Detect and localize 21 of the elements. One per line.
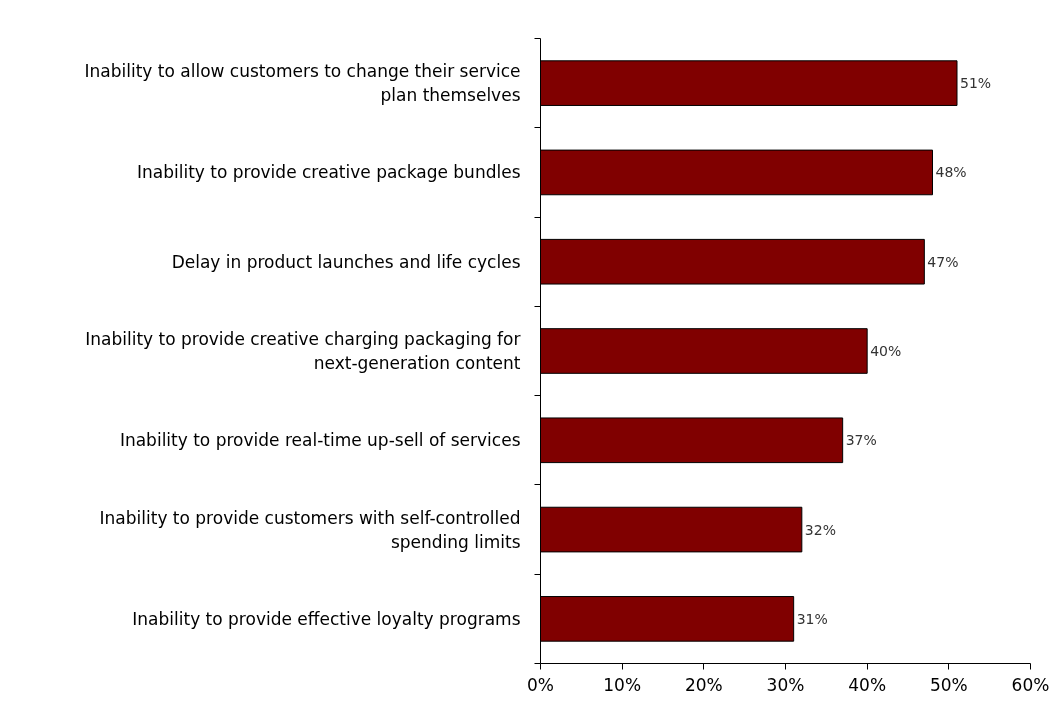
x-tick-label: 0%	[527, 674, 554, 695]
x-tick-label: 10%	[603, 674, 642, 695]
data-label: 31%	[796, 610, 828, 627]
data-label: 40%	[870, 343, 902, 359]
x-tick-label: 30%	[766, 674, 805, 695]
y-tick-label: Inability to provide creative charging packaging for next-generation content	[85, 329, 521, 373]
data-label: 48%	[935, 164, 967, 181]
x-tick-label: 60%	[1011, 674, 1050, 695]
data-label: 47%	[927, 253, 959, 270]
data-label: 51%	[960, 75, 992, 92]
data-label: 32%	[804, 521, 836, 538]
y-tick-label: Inability to provide effective loyalty programs	[132, 608, 521, 629]
data-label: 37%	[845, 432, 877, 449]
y-tick-label: Inability to allow customers to change their service plan themselves	[84, 61, 521, 106]
x-tick-label: 50%	[929, 674, 968, 695]
y-tick-label: Inability to provide customers with self-controlled spending limits	[99, 507, 521, 552]
y-tick-label: Inability to provide real-time up-sell of services	[119, 430, 521, 451]
x-tick-label: 40%	[848, 674, 887, 695]
y-tick-label: Delay in product launches and life cycles	[171, 251, 521, 272]
x-tick-label: 20%	[684, 674, 723, 695]
y-tick-label: Inability to provide creative package bundles	[137, 162, 521, 183]
